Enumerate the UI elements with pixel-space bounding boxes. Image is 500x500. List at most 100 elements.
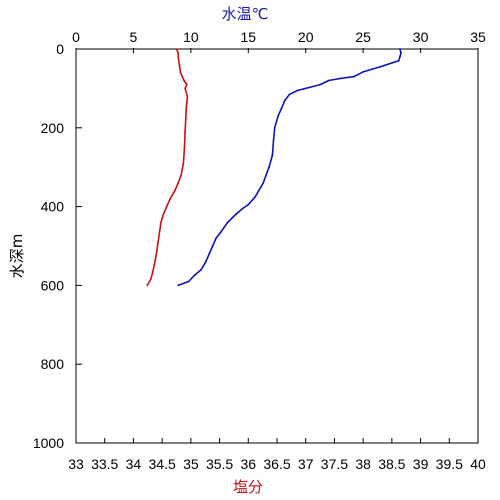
temperature-point bbox=[399, 56, 401, 58]
temperature-point bbox=[234, 213, 237, 216]
temperature-point bbox=[268, 166, 270, 169]
temperature-point bbox=[273, 126, 276, 129]
temperature-point bbox=[362, 71, 364, 73]
temperature-point bbox=[208, 253, 211, 255]
salinity-point bbox=[179, 71, 182, 74]
temperature-point bbox=[304, 87, 307, 90]
top-tick-label: 15 bbox=[240, 29, 256, 45]
bottom-tick-label: 39 bbox=[413, 456, 429, 472]
salinity-point bbox=[146, 284, 149, 287]
salinity-point bbox=[173, 189, 176, 192]
temperature-point bbox=[271, 154, 274, 157]
salinity-point bbox=[153, 264, 156, 267]
top-tick-label: 10 bbox=[183, 29, 199, 45]
temperature-point bbox=[204, 260, 207, 263]
temperature-point bbox=[397, 59, 400, 62]
y-tick-label: 1000 bbox=[33, 435, 64, 451]
salinity-point bbox=[183, 79, 185, 82]
y-tick-label: 200 bbox=[41, 120, 65, 136]
temperature-point bbox=[272, 138, 275, 141]
top-tick-label: 35 bbox=[470, 29, 486, 45]
temperature-point bbox=[327, 79, 330, 82]
salinity-point bbox=[155, 253, 158, 255]
top-tick-label: 0 bbox=[72, 29, 80, 45]
top-tick-label: 25 bbox=[355, 29, 371, 45]
bottom-tick-label: 38.5 bbox=[378, 456, 405, 472]
salinity-point bbox=[178, 63, 181, 66]
axis-layer: 0 5 10 15 20 25 30 35 33 33.5 34 34.5 35 35.5 36 36.5 37… bbox=[33, 29, 486, 472]
salinity-point bbox=[177, 182, 180, 184]
salinity-point bbox=[169, 197, 172, 200]
salinity-point bbox=[184, 130, 187, 133]
temperature-point bbox=[254, 195, 257, 198]
bottom-tick-label: 37 bbox=[298, 456, 314, 472]
temperature-point bbox=[241, 207, 244, 210]
salinity-point bbox=[162, 213, 165, 216]
temperature-point bbox=[353, 75, 355, 78]
series-layer bbox=[146, 48, 402, 287]
temperature-point bbox=[400, 52, 402, 54]
salinity-profile-line bbox=[146, 48, 189, 286]
y-tick-label: 600 bbox=[41, 277, 65, 293]
bottom-axis-title: 塩分 bbox=[233, 478, 263, 496]
y-axis-title: 水深m bbox=[8, 234, 26, 279]
temperature-point bbox=[399, 48, 401, 50]
salinity-point bbox=[180, 174, 183, 177]
temperature-point bbox=[226, 221, 229, 224]
plot-border bbox=[75, 48, 479, 444]
temperature-point bbox=[280, 107, 283, 109]
top-tick-label: 20 bbox=[298, 29, 314, 45]
bottom-tick-label: 33 bbox=[68, 456, 84, 472]
temperature-point bbox=[319, 83, 322, 86]
bottom-tick-label: 36.5 bbox=[263, 456, 290, 472]
bottom-tick-label: 34 bbox=[126, 456, 142, 472]
temperature-point bbox=[296, 89, 299, 92]
top-tick-label: 5 bbox=[130, 29, 138, 45]
top-axis-title: 水温℃ bbox=[222, 5, 269, 23]
temperature-point bbox=[339, 77, 342, 80]
salinity-point bbox=[151, 272, 154, 275]
salinity-point bbox=[157, 241, 160, 244]
temperature-point bbox=[262, 182, 265, 184]
bottom-tick-label: 35 bbox=[183, 456, 199, 472]
salinity-point bbox=[184, 119, 187, 121]
temperature-point bbox=[193, 274, 196, 277]
bottom-tick-label: 34.5 bbox=[149, 456, 176, 472]
temperature-point bbox=[219, 231, 222, 234]
salinity-point bbox=[175, 48, 178, 50]
temperature-point bbox=[379, 65, 382, 68]
bottom-tick-label: 38 bbox=[355, 456, 371, 472]
bottom-tick-label: 40 bbox=[470, 456, 486, 472]
salinity-point bbox=[184, 87, 187, 90]
temperature-point bbox=[177, 284, 180, 287]
temperature-profile-line bbox=[177, 48, 402, 287]
temperature-point bbox=[288, 93, 291, 96]
temperature-point bbox=[211, 245, 214, 247]
top-tick-label: 30 bbox=[413, 29, 429, 45]
salinity-point bbox=[149, 278, 152, 281]
salinity-point bbox=[177, 56, 180, 58]
bottom-tick-label: 35.5 bbox=[206, 456, 233, 472]
salinity-point bbox=[165, 205, 168, 208]
salinity-point bbox=[182, 162, 185, 165]
salinity-point bbox=[183, 146, 186, 149]
salinity-point bbox=[185, 107, 188, 109]
temperature-point bbox=[247, 203, 250, 206]
plot-frame bbox=[75, 48, 479, 444]
salinity-point bbox=[160, 221, 162, 224]
bottom-tick-label: 37.5 bbox=[321, 456, 348, 472]
salinity-point bbox=[186, 95, 189, 98]
y-tick-label: 400 bbox=[41, 199, 65, 215]
temperature-point bbox=[200, 268, 203, 271]
salinity-point bbox=[185, 83, 188, 86]
temperature-point bbox=[215, 237, 218, 240]
salinity-point bbox=[158, 229, 161, 232]
bottom-tick-label: 39.5 bbox=[436, 456, 463, 472]
salinity-point bbox=[177, 52, 180, 54]
temperature-point bbox=[277, 115, 279, 117]
temperature-point bbox=[187, 280, 190, 283]
y-tick-label: 0 bbox=[56, 41, 64, 57]
y-tick-label: 800 bbox=[41, 356, 65, 372]
bottom-tick-label: 33.5 bbox=[91, 456, 118, 472]
